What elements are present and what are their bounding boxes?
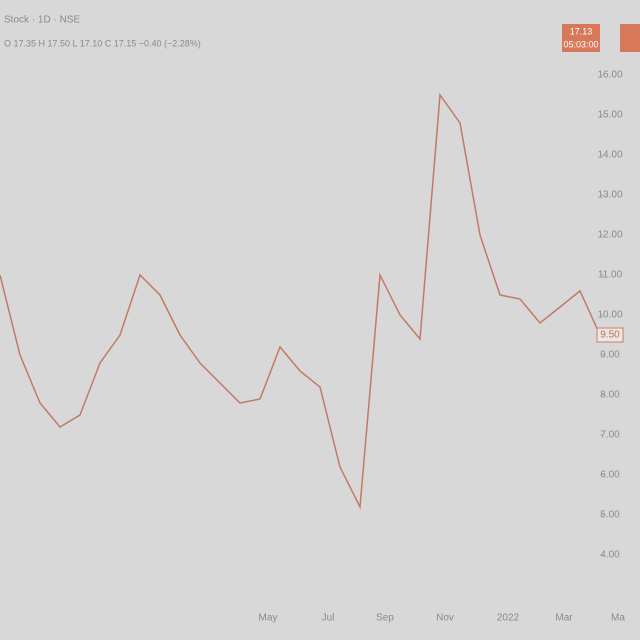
x-tick-label: Nov (436, 613, 454, 624)
price-tag-text: 05:03:00 (563, 39, 598, 49)
y-tick-label: 16.00 (597, 70, 622, 81)
price-tag (620, 24, 640, 52)
price-line (0, 92, 601, 510)
y-tick-label: 5.00 (600, 510, 620, 521)
y-tick-label: 7.00 (600, 430, 620, 441)
y-tick-label: 9.00 (600, 350, 620, 361)
y-tick-label: 4.00 (600, 550, 620, 561)
y-tick-label: 11.00 (598, 270, 623, 281)
price-tag (562, 24, 600, 52)
y-tick-label: 14.00 (597, 150, 622, 161)
x-tick-label: Mar (555, 613, 573, 624)
ohlc: O 17.35 H 17.50 L 17.10 C 17.15 −0.40 (−… (4, 38, 201, 48)
y-tick-label: 6.00 (600, 470, 620, 481)
y-tick-label: 15.00 (597, 110, 622, 121)
x-tick-label: Ma (611, 613, 625, 624)
chart-title: Stock · 1D · NSE (4, 15, 80, 26)
last-price-tag (596, 327, 624, 343)
y-tick-label: 10.00 (597, 310, 622, 321)
y-tick-label: 12.00 (597, 230, 622, 241)
x-tick-label: 2022 (497, 613, 520, 624)
x-tick-label: May (259, 613, 278, 624)
price-tag-text: 17.13 (570, 26, 593, 36)
last-price-label: 9.50 (600, 330, 620, 341)
x-tick-label: Jul (322, 613, 335, 624)
x-tick-label: Sep (376, 613, 394, 624)
y-tick-label: 13.00 (597, 190, 622, 201)
y-tick-label: 8.00 (600, 390, 620, 401)
